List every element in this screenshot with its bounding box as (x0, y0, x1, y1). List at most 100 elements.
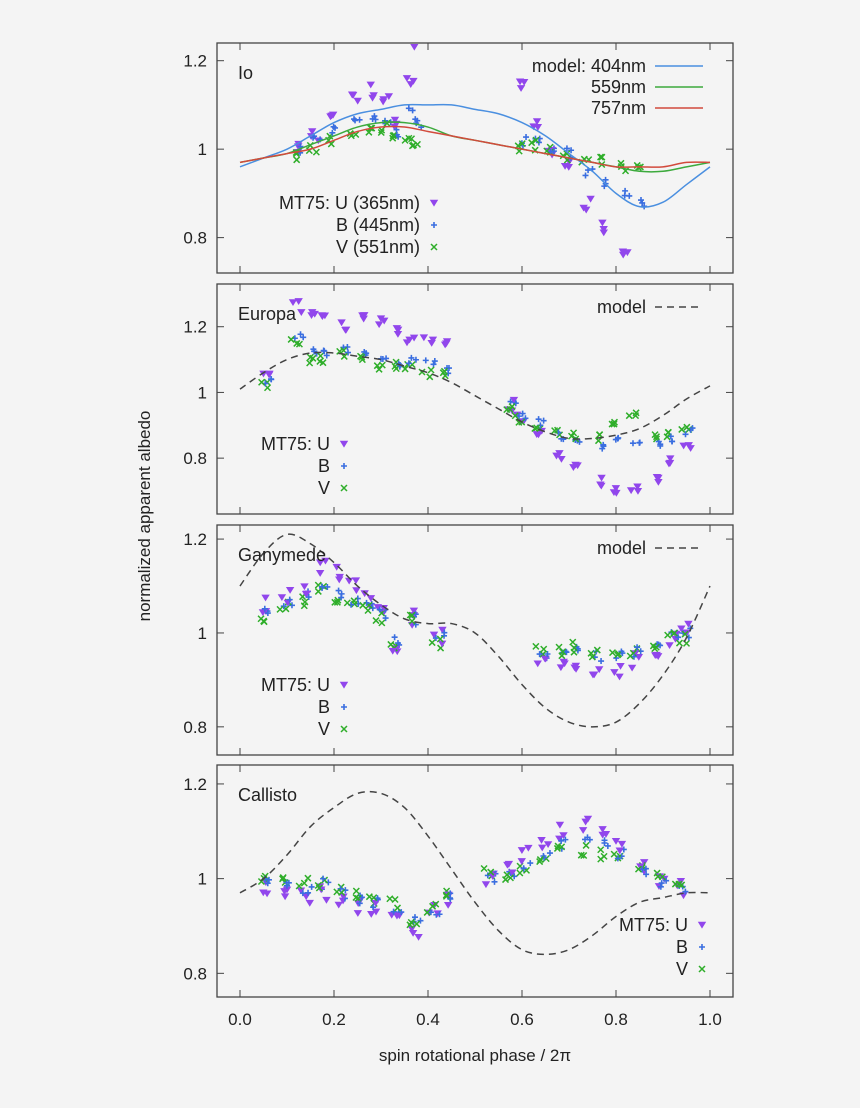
y-tick-label: 1.2 (183, 775, 207, 794)
u-band-point (619, 251, 628, 259)
b-band-point (264, 610, 271, 617)
v-band-point (596, 431, 604, 439)
v-band-point (593, 646, 601, 654)
u-band-point (406, 81, 415, 88)
y-tick-label: 0.8 (183, 964, 207, 983)
u-band-point (537, 837, 546, 844)
b-band-point (369, 605, 376, 612)
u-band-point (578, 827, 588, 834)
u-band-point (610, 669, 619, 676)
v-band-point (401, 365, 409, 373)
u-band-point (481, 881, 491, 889)
v-band-point (279, 874, 287, 882)
u-band-point (601, 831, 611, 838)
v-band-point (678, 425, 686, 433)
b-band-point (324, 583, 331, 590)
b-band-point (522, 415, 529, 422)
v-band-point (316, 357, 324, 365)
b-band-point (286, 596, 293, 603)
u-band-point (612, 489, 621, 497)
panel-frame (216, 524, 734, 756)
obs-legend-label: MT75: U (261, 675, 330, 695)
x-tick-label: 0.6 (510, 1010, 534, 1029)
v-band-point (418, 368, 426, 376)
u-band-point (315, 570, 325, 577)
u-band-point (517, 847, 527, 854)
u-band-point (410, 44, 419, 51)
u-band-point (297, 309, 306, 316)
u-band-point (616, 662, 625, 670)
v-band-point (430, 243, 438, 251)
b-band-point (427, 909, 434, 916)
u-band-point (508, 869, 517, 877)
u-band-point (509, 396, 519, 404)
u-band-point (261, 594, 270, 602)
panel-title: Io (238, 63, 253, 83)
v-band-point (577, 851, 585, 859)
u-band-point (684, 442, 693, 449)
v-band-point (340, 484, 348, 492)
model-curve-404nm (239, 103, 711, 208)
b-band-point (626, 192, 633, 199)
u-band-point (599, 229, 608, 237)
u-band-point (533, 124, 543, 131)
v-band-point (675, 639, 684, 647)
u-band-point (339, 440, 349, 448)
b-band-point (370, 904, 377, 911)
y-tick-label: 1.2 (183, 318, 207, 337)
u-band-point (697, 921, 707, 929)
v-band-point (304, 874, 312, 882)
b-band-point (657, 883, 664, 890)
v-band-point (551, 427, 559, 435)
b-band-point (634, 644, 641, 651)
v-band-point (301, 598, 309, 606)
b-band-point (417, 917, 424, 924)
b-band-point (411, 914, 418, 921)
b-band-point (562, 836, 569, 843)
u-band-point (388, 647, 397, 655)
u-band-point (379, 96, 388, 104)
x-tick-label: 0.8 (604, 1010, 628, 1029)
u-band-point (516, 85, 526, 92)
v-band-point (553, 844, 561, 852)
v-band-point (387, 640, 395, 648)
model-legend-label: 559nm (591, 77, 646, 97)
u-band-point (307, 128, 317, 136)
b-band-point (675, 634, 682, 641)
u-band-point (341, 326, 351, 334)
u-band-point (353, 910, 363, 917)
v-band-point (315, 884, 323, 892)
b-band-point (283, 882, 290, 889)
u-band-point (351, 577, 361, 585)
u-band-point (419, 334, 429, 342)
u-band-point (653, 653, 663, 660)
u-band-point (393, 330, 403, 338)
v-band-point (428, 639, 436, 647)
b-band-point (484, 872, 491, 879)
b-band-point (288, 602, 295, 609)
u-band-point (532, 118, 542, 126)
b-band-point (447, 895, 454, 902)
b-band-point (431, 358, 438, 365)
u-band-point (390, 116, 400, 124)
obs-legend-label: B (318, 456, 330, 476)
v-band-point (600, 852, 608, 860)
u-band-point (315, 559, 325, 567)
u-band-point (310, 310, 319, 318)
obs-legend-label: V (676, 959, 688, 979)
u-band-point (569, 464, 578, 471)
v-band-point (652, 433, 661, 441)
obs-legend-label: B (676, 937, 688, 957)
b-band-point (622, 187, 629, 194)
v-band-point (257, 615, 265, 623)
b-band-point (682, 888, 689, 895)
v-band-point (359, 601, 367, 609)
b-band-point (338, 594, 345, 601)
y-tick-label: 0.8 (183, 229, 207, 248)
panel-title: Europa (238, 304, 297, 324)
u-band-point (626, 487, 636, 495)
b-band-point (310, 346, 317, 353)
y-tick-label: 1 (198, 624, 207, 643)
x-tick-label: 0.2 (322, 1010, 346, 1029)
